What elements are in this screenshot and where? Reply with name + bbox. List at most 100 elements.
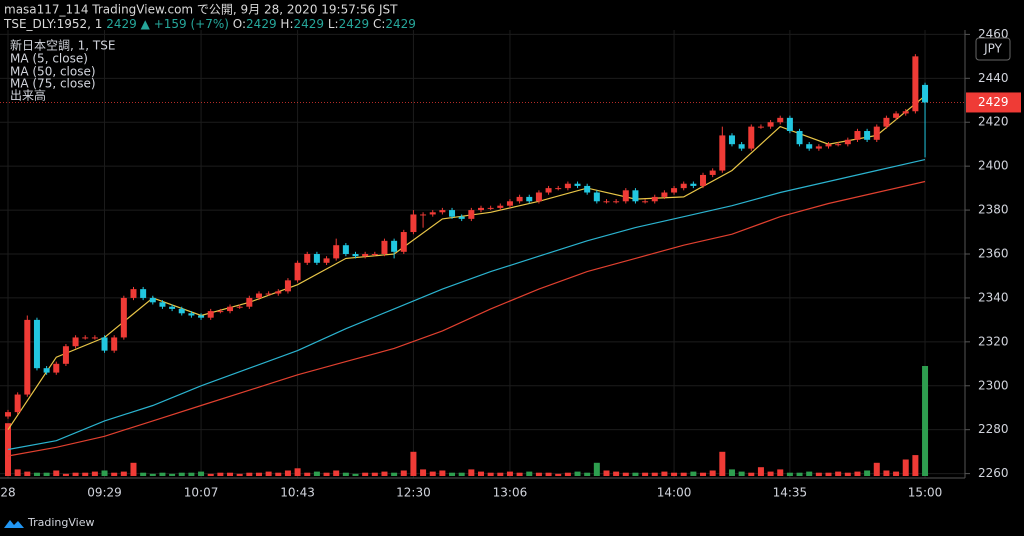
candle-body <box>149 297 156 303</box>
candle-body <box>82 337 89 339</box>
candle-body <box>371 254 378 255</box>
candle-body <box>796 131 803 145</box>
candle-body <box>564 183 571 189</box>
volume-bar <box>227 472 234 476</box>
candle-body <box>786 117 793 132</box>
volume-bar <box>294 468 301 476</box>
change: ▲ +159 (+7%) <box>141 17 229 31</box>
volume-bar <box>864 470 871 476</box>
candle-body <box>159 302 166 307</box>
volume-bar <box>555 473 562 476</box>
y-tick-label: 2340 <box>978 290 1009 304</box>
volume-bar <box>169 473 176 476</box>
volume-pane <box>5 366 929 476</box>
candle-body <box>381 240 388 254</box>
candle-body <box>671 188 678 193</box>
grid <box>0 30 965 478</box>
volume-bar <box>680 472 687 476</box>
candle-body <box>584 185 591 193</box>
volume-bar <box>613 471 620 476</box>
ohlc-label: H: <box>280 17 293 31</box>
volume-bar <box>449 472 456 476</box>
volume-bar <box>24 471 31 476</box>
currency-box[interactable] <box>975 37 1011 61</box>
ohlc-value: 2429 <box>339 17 370 31</box>
candle-body <box>864 131 871 140</box>
candle-body <box>120 297 127 338</box>
candle-body <box>342 245 349 254</box>
volume-bar <box>661 471 668 476</box>
candle-body <box>236 306 243 308</box>
volume-bar <box>719 451 726 476</box>
volume-bar <box>632 472 639 476</box>
candle-body <box>101 337 108 351</box>
x-tick-label: 12:30 <box>396 486 431 500</box>
candle-body <box>661 192 668 197</box>
volume-bar <box>497 472 504 476</box>
y-tick-label: 2420 <box>978 115 1009 129</box>
volume-bar <box>101 470 108 476</box>
candle-body <box>506 201 513 206</box>
volume-bar <box>642 472 649 476</box>
volume-bar <box>400 470 407 476</box>
candle-body <box>468 210 475 219</box>
volume-bar <box>82 472 89 476</box>
volume-bar <box>304 472 311 476</box>
volume-bar <box>603 470 610 476</box>
candle-body <box>391 240 398 252</box>
volume-bar <box>584 472 591 476</box>
volume-bar <box>709 470 716 476</box>
volume-bar <box>53 470 60 476</box>
volume-bar <box>825 472 832 476</box>
candle-body <box>304 254 311 263</box>
volume-bar <box>265 471 272 476</box>
candle-body <box>265 293 272 295</box>
x-tick-label: 13:06 <box>493 486 528 500</box>
volume-bar <box>883 470 890 476</box>
candle-body <box>777 117 784 123</box>
volume-bar <box>593 462 600 476</box>
candle-body <box>815 146 822 149</box>
candle-body <box>449 210 456 217</box>
candle-body <box>323 258 330 263</box>
candle-body <box>43 368 50 373</box>
volume-bar <box>757 467 764 476</box>
candle-body <box>767 122 774 127</box>
header-line1: masa117_114 TradingView.com で公開, 9月 28, … <box>4 3 398 17</box>
volume-bar <box>777 469 784 476</box>
currency: JPY <box>983 42 1003 56</box>
volume-bar <box>535 472 542 476</box>
volume-bar <box>574 471 581 476</box>
candle-body <box>922 84 929 103</box>
candle-body <box>613 201 620 203</box>
volume-bar <box>188 472 195 476</box>
candle-body <box>420 214 427 216</box>
volume-bar <box>622 472 629 476</box>
candle-body <box>246 297 253 307</box>
candle-body <box>893 113 900 118</box>
volume-bar <box>381 471 388 476</box>
legend-item: 出来高 <box>10 88 46 103</box>
candle-body <box>284 280 291 292</box>
candle-body <box>33 319 40 369</box>
candle-body <box>545 188 552 193</box>
volume-bar <box>477 471 484 476</box>
volume-bar <box>130 462 137 476</box>
candle-body <box>651 196 658 202</box>
volume-bar <box>671 472 678 476</box>
volume-bar <box>468 469 475 476</box>
volume-bar <box>198 471 205 476</box>
candle-body <box>217 311 224 313</box>
y-tick-label: 2280 <box>978 422 1009 436</box>
volume-bar <box>767 471 774 476</box>
volume-bar <box>806 471 813 476</box>
candle-body <box>854 131 861 140</box>
volume-bar <box>313 471 320 476</box>
candle-body <box>728 135 735 145</box>
volume-bar <box>410 451 417 476</box>
candle-body <box>188 313 195 316</box>
volume-bar <box>458 472 465 476</box>
candle-body <box>439 210 446 213</box>
y-tick-label: 2400 <box>978 159 1009 173</box>
ohlc-value: 2429 <box>294 17 325 31</box>
